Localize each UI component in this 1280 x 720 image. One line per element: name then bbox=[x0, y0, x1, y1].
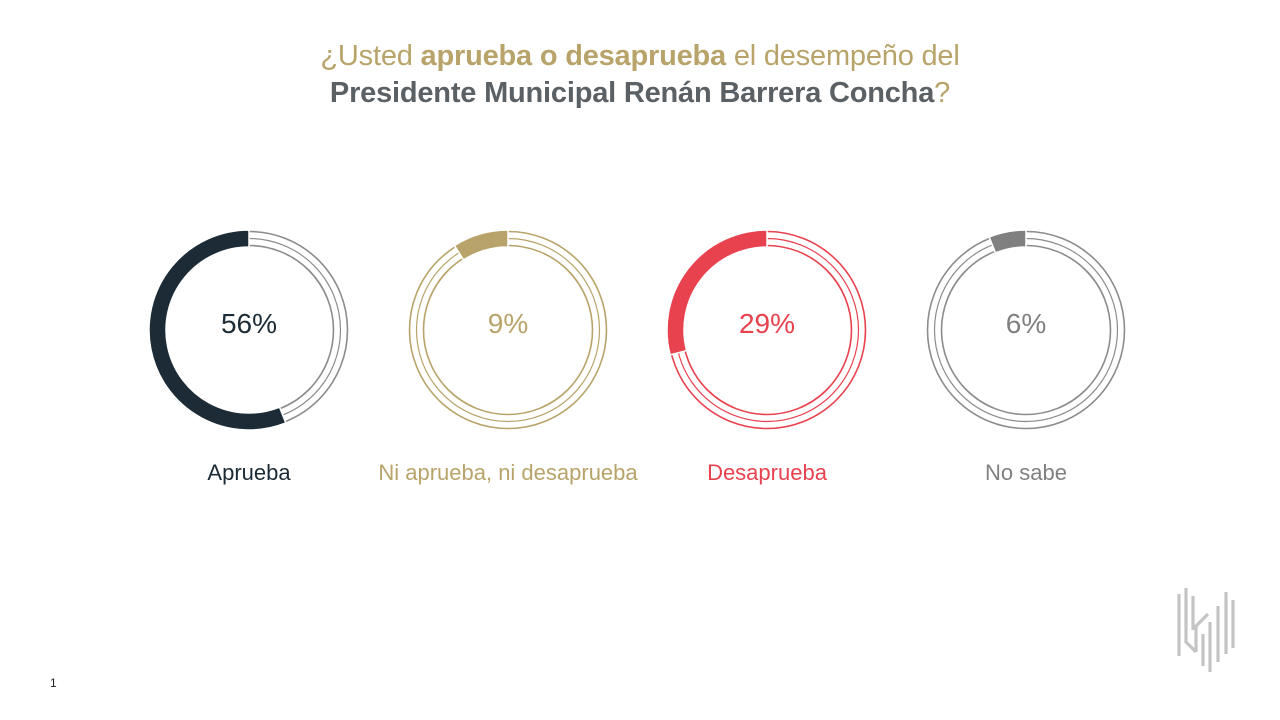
page-number: 1 bbox=[50, 676, 57, 690]
brand-logo-icon bbox=[1172, 582, 1238, 674]
title-line-2: Presidente Municipal Renán Barrera Conch… bbox=[0, 75, 1280, 112]
value-label: 56% bbox=[147, 308, 351, 340]
title-emphasis: aprueba o desaprueba bbox=[421, 40, 726, 72]
donut-segment bbox=[989, 230, 1026, 253]
title-emphasis: Presidente Municipal Renán Barrera Conch… bbox=[330, 77, 934, 109]
category-label: No sabe bbox=[894, 456, 1158, 489]
donut-chart-no-sabe: 6% No sabe bbox=[924, 228, 1134, 528]
donut-chart-desaprueba: 29% Desaprueba bbox=[665, 228, 875, 528]
title-part: ¿Usted bbox=[320, 40, 420, 72]
donut-segment bbox=[454, 230, 508, 260]
category-label: Ni aprueba, ni desaprueba bbox=[376, 456, 640, 489]
title-part: ? bbox=[934, 77, 950, 109]
chart-title: ¿Usted aprueba o desaprueba el desempeño… bbox=[0, 38, 1280, 112]
category-label: Desaprueba bbox=[635, 456, 899, 489]
value-label: 6% bbox=[924, 308, 1128, 340]
value-label: 29% bbox=[665, 308, 869, 340]
donut-chart-aprueba: 56% Aprueba bbox=[147, 228, 357, 528]
title-line-1: ¿Usted aprueba o desaprueba el desempeño… bbox=[0, 38, 1280, 75]
category-label: Aprueba bbox=[117, 456, 381, 489]
donut-chart-ni-aprueba: 9% Ni aprueba, ni desaprueba bbox=[406, 228, 616, 528]
title-part: el desempeño del bbox=[726, 40, 960, 72]
value-label: 9% bbox=[406, 308, 610, 340]
